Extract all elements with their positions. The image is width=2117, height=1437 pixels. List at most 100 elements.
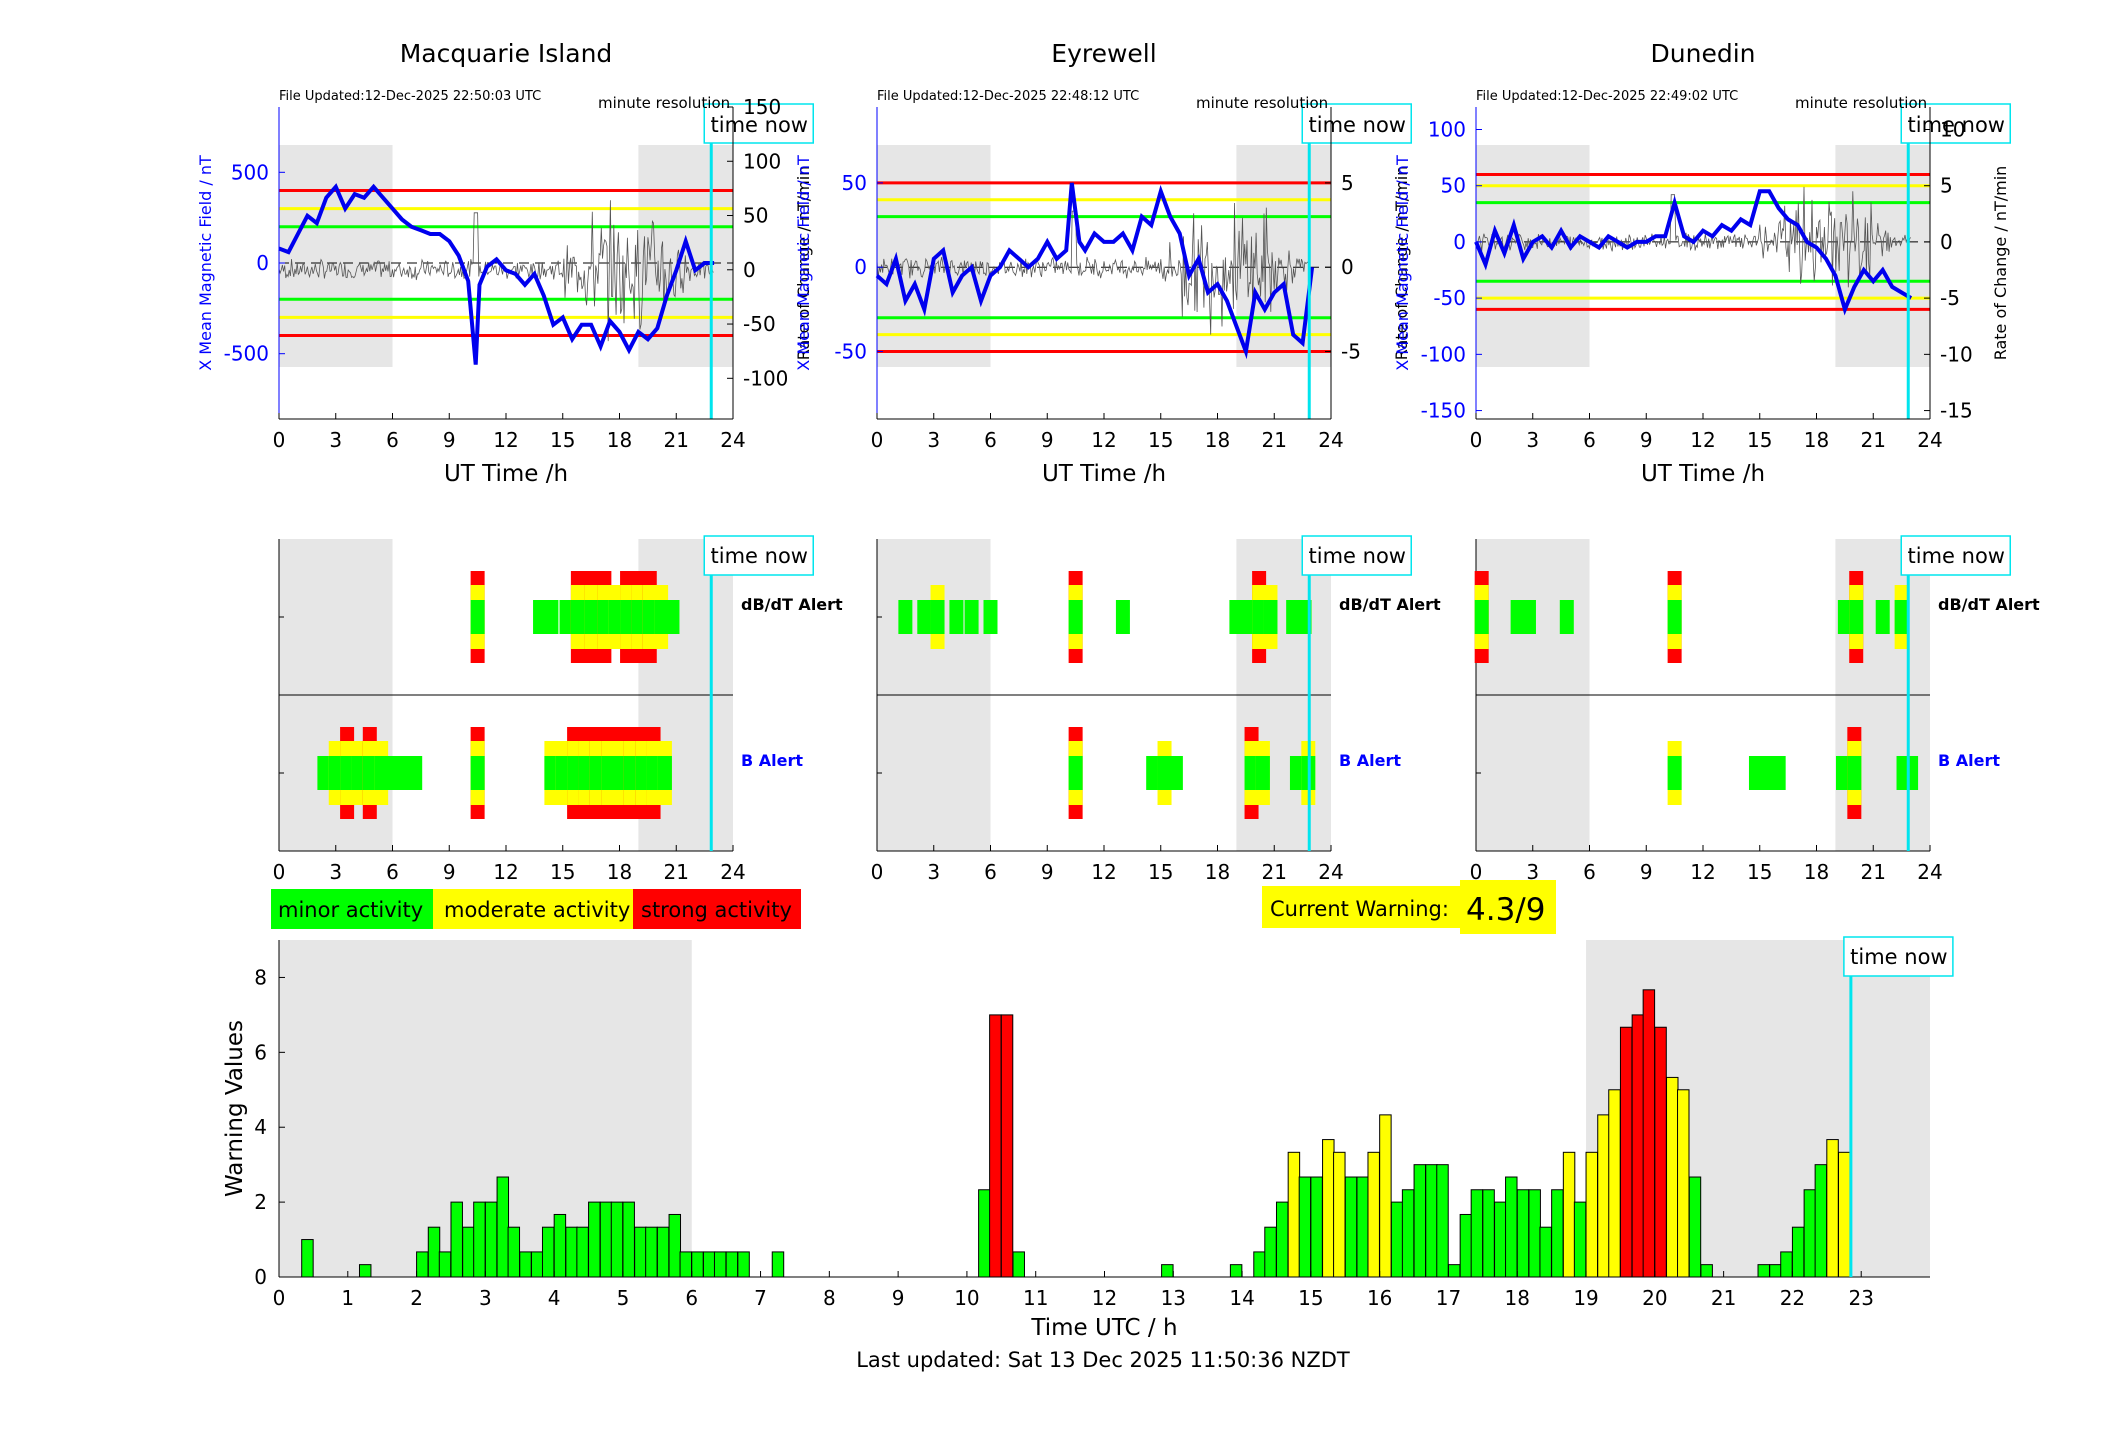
alert-xtick-label: 21 xyxy=(1262,860,1287,884)
warning-bar xyxy=(702,1251,716,1278)
left-ytick-label: -150 xyxy=(1421,399,1466,423)
warning-bar xyxy=(1367,1151,1380,1278)
warning-bar xyxy=(771,1251,785,1278)
b-alert-mark-minor xyxy=(1835,756,1850,790)
warning-xtick-label: 16 xyxy=(1367,1286,1392,1310)
warning-bar xyxy=(1322,1139,1335,1278)
warning-bar xyxy=(1780,1251,1793,1278)
warning-xlabel: Time UTC / h xyxy=(1030,1315,1177,1341)
time-now-label: time now xyxy=(711,113,808,137)
warning-bar xyxy=(1482,1189,1495,1278)
warning-bar xyxy=(1447,1264,1461,1278)
alert-time-now-box xyxy=(703,535,814,576)
xtick-label: 3 xyxy=(329,428,342,452)
xtick-label: 18 xyxy=(607,428,632,452)
xtick-label: 18 xyxy=(1205,428,1230,452)
b-alert-mark-minor xyxy=(657,756,672,790)
warning-bar xyxy=(1253,1251,1266,1278)
time-now-box xyxy=(1900,103,2011,144)
b-alert-mark-minor xyxy=(1771,756,1786,790)
rate-of-change-trace xyxy=(278,200,714,342)
current-warning-value-bg xyxy=(1460,880,1556,934)
dbdt-alert-mark-minor xyxy=(930,600,945,634)
alert-xtick-label: 18 xyxy=(1804,860,1829,884)
alert-xtick-label: 3 xyxy=(329,860,342,884)
b-alert-mark-minor xyxy=(1760,756,1775,790)
file-updated-text: File Updated:12-Dec-2025 22:50:03 UTC xyxy=(279,89,541,104)
b-alert-mark-minor xyxy=(589,756,604,790)
warning-xtick-label: 14 xyxy=(1229,1286,1254,1310)
warning-bar xyxy=(1585,1151,1599,1278)
warning-bar xyxy=(1425,1164,1438,1278)
last-updated-footer: Last updated: Sat 13 Dec 2025 11:50:36 N… xyxy=(856,1348,1350,1372)
left-ytick-label: 500 xyxy=(231,160,269,184)
warning-bar xyxy=(1791,1226,1805,1278)
warning-bar xyxy=(1528,1189,1541,1278)
xtick-label: 21 xyxy=(1262,428,1287,452)
dbdt-alert-mark-minor xyxy=(917,600,932,634)
time-now-label: time now xyxy=(1908,113,2005,137)
left-ylabel: X Mean Magnetic Field / nT xyxy=(794,155,813,371)
dbdt-alert-mark-minor xyxy=(654,600,669,634)
warning-xtick-label: 12 xyxy=(1092,1286,1117,1310)
alert-xtick-label: 6 xyxy=(1583,860,1596,884)
alert-xtick-label: 0 xyxy=(1470,860,1483,884)
xtick-label: 15 xyxy=(550,428,575,452)
alert-xtick-label: 0 xyxy=(871,860,884,884)
warning-bar xyxy=(1356,1176,1369,1278)
b-alert-mark-minor xyxy=(578,756,593,790)
warning-bar xyxy=(1700,1264,1713,1278)
b-alert-mark-minor xyxy=(362,756,377,790)
alert-xtick-label: 6 xyxy=(984,860,997,884)
warning-bar xyxy=(416,1251,429,1278)
dbdt-alert-mark-minor xyxy=(898,600,913,634)
dbdt-alert-mark-minor xyxy=(584,600,599,634)
b-alert-mark-minor xyxy=(1847,756,1862,790)
dbdt-alert-mark-minor xyxy=(1510,600,1525,634)
left-ytick-label: -500 xyxy=(224,342,269,366)
warning-bar xyxy=(1310,1176,1323,1278)
right-ytick-label: -5 xyxy=(1341,340,1361,364)
xtick-label: 0 xyxy=(273,428,286,452)
dbdt-alert-mark-minor xyxy=(964,600,979,634)
alert-xtick-label: 24 xyxy=(1318,860,1343,884)
warning-bar xyxy=(1654,1026,1667,1278)
b-alert-mark-minor xyxy=(1289,756,1304,790)
xtick-label: 3 xyxy=(1526,428,1539,452)
warning-xtick-label: 15 xyxy=(1298,1286,1323,1310)
warning-bar xyxy=(737,1251,750,1278)
left-ytick-label: 100 xyxy=(1428,117,1466,141)
warning-bar xyxy=(1229,1264,1243,1278)
dbdt-alert-mark-minor xyxy=(1286,600,1301,634)
b-alert-mark-minor xyxy=(1168,756,1183,790)
dbdt-alert-mark-minor xyxy=(1229,600,1244,634)
right-ylabel: Rate of Change / nT/min xyxy=(794,166,813,361)
warning-bar xyxy=(358,1264,372,1278)
warning-bar xyxy=(565,1226,578,1278)
dbdt-alert-mark-minor xyxy=(949,600,964,634)
right-ytick-label: 50 xyxy=(743,204,768,228)
dbdt-alert-mark-minor xyxy=(1252,600,1267,634)
warning-bar xyxy=(622,1201,635,1278)
b-alert-mark-minor xyxy=(601,756,616,790)
xtick-label: 6 xyxy=(386,428,399,452)
warning-bar xyxy=(1012,1251,1025,1278)
xtick-label: 18 xyxy=(1804,428,1829,452)
warning-bar xyxy=(1287,1151,1301,1278)
dbdt-alert-mark-minor xyxy=(608,600,623,634)
warning-bar xyxy=(519,1251,532,1278)
warning-bar xyxy=(530,1251,544,1278)
alert-xtick-label: 6 xyxy=(386,860,399,884)
warning-bar xyxy=(599,1201,613,1278)
dbdt-alert-mark-minor xyxy=(983,600,998,634)
xtick-label: 12 xyxy=(1690,428,1715,452)
warning-bar xyxy=(691,1251,704,1278)
left-ytick-label: -100 xyxy=(1421,342,1466,366)
dbdt-alert-mark-minor xyxy=(1667,600,1682,634)
warning-time-now-box xyxy=(1843,936,1954,977)
warning-ylabel: Warning Values xyxy=(222,1020,248,1197)
b-alert-label: B Alert xyxy=(741,751,803,770)
dbdt-alert-mark-minor xyxy=(642,600,657,634)
b-alert-mark-minor xyxy=(555,756,570,790)
warning-xtick-label: 0 xyxy=(273,1286,286,1310)
